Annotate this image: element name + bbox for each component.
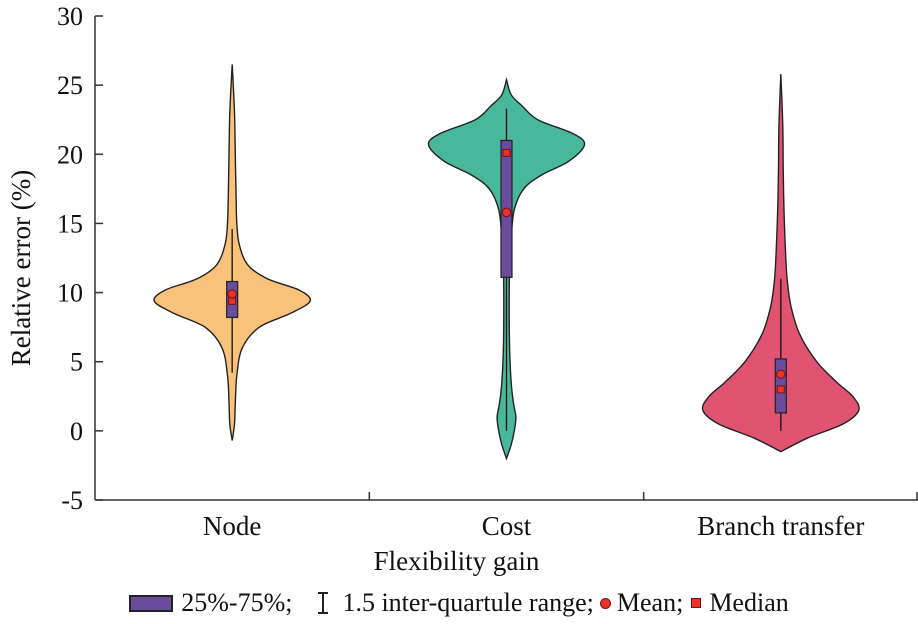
x-category-label: Cost bbox=[482, 511, 532, 541]
legend-range-icon bbox=[318, 592, 329, 614]
legend-box-item: 25%-75%; bbox=[129, 588, 292, 618]
mean-marker bbox=[501, 207, 512, 218]
y-tick-label: -5 bbox=[61, 486, 83, 515]
y-tick-label: 20 bbox=[57, 140, 83, 169]
legend-mean-item: Mean; bbox=[594, 588, 683, 618]
legend: 25%-75%; 1.5 inter-quartule range; Mean;… bbox=[0, 586, 918, 620]
legend-box-label: 25%-75%; bbox=[181, 588, 293, 617]
legend-mean-label: Mean; bbox=[616, 588, 684, 617]
y-tick-label: 0 bbox=[70, 417, 83, 446]
legend-box-swatch bbox=[129, 594, 174, 612]
median-marker bbox=[502, 148, 511, 157]
legend-median-icon bbox=[691, 598, 702, 608]
violin-body bbox=[701, 74, 860, 453]
y-tick-label: 30 bbox=[57, 2, 83, 31]
y-tick-label: 10 bbox=[57, 279, 83, 308]
y-tick-label: 5 bbox=[70, 348, 83, 377]
legend-mean-icon bbox=[599, 597, 611, 609]
x-category-label: Branch transfer bbox=[697, 511, 864, 541]
mean-marker bbox=[227, 289, 237, 299]
mean-marker bbox=[776, 369, 786, 379]
y-tick-label: 25 bbox=[57, 71, 83, 100]
y-tick-label: 15 bbox=[57, 209, 83, 238]
legend-range-item: 1.5 inter-quartule range; bbox=[292, 588, 594, 618]
legend-range-label: 1.5 inter-quartule range; bbox=[342, 588, 594, 617]
legend-median-item: Median bbox=[683, 588, 789, 618]
median-marker bbox=[776, 385, 785, 394]
y-axis-title: Relative error (%) bbox=[6, 170, 36, 366]
legend-median-label: Median bbox=[709, 588, 789, 617]
x-axis-title: Flexibility gain bbox=[374, 546, 540, 576]
x-category-label: Node bbox=[203, 511, 261, 541]
